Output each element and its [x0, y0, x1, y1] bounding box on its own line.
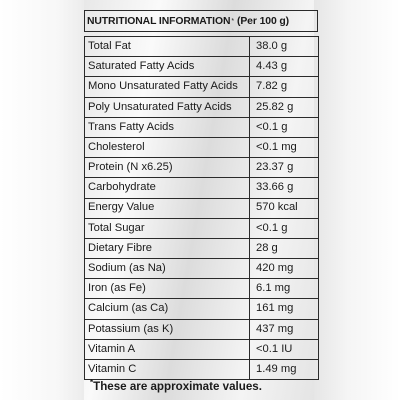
header-asterisk: *: [231, 17, 234, 25]
footnote-text: These are approximate values.: [93, 379, 262, 393]
nutrient-label: Vitamin A: [84, 338, 250, 361]
table-row: Total Fat 38.0 g: [84, 35, 319, 58]
nutrition-title: NUTRITIONAL INFORMATION: [87, 15, 231, 27]
table-row: Iron (as Fe) 6.1 mg: [84, 278, 319, 300]
table-row: Vitamin C 1.49 mg: [84, 358, 319, 381]
nutrient-label: Mono Unsaturated Fatty Acids: [84, 76, 250, 98]
nutrient-label: Total Fat: [84, 35, 250, 58]
nutrient-value: 420 mg: [249, 258, 319, 280]
nutrient-value: 23.37 g: [249, 157, 319, 179]
table-row: Saturated Fatty Acids 4.43 g: [84, 56, 319, 78]
nutrition-table: Total Fat 38.0 g Saturated Fatty Acids 4.4…: [84, 35, 319, 381]
table-row: Vitamin A <0.1 IU: [84, 338, 319, 361]
nutrient-label: Calcium (as Ca): [84, 298, 250, 320]
table-row: Carbohydrate 33.66 g: [84, 177, 319, 199]
nutrient-value: 33.66 g: [249, 177, 319, 199]
nutrient-label: Potassium (as K): [84, 318, 250, 340]
nutrient-label: Total Sugar: [84, 217, 250, 239]
nutrient-value: 1.49 mg: [249, 358, 319, 381]
table-row: Mono Unsaturated Fatty Acids 7.82 g: [84, 76, 319, 98]
package-background-left: [0, 0, 84, 400]
table-row: Energy Value 570 kcal: [84, 197, 319, 219]
nutrient-value: <0.1 g: [249, 116, 319, 138]
nutrient-value: 437 mg: [249, 318, 319, 340]
table-row: Sodium (as Na) 420 mg: [84, 258, 319, 280]
per-serving-label: (Per 100 g): [236, 15, 290, 27]
nutrient-label: Sodium (as Na): [84, 258, 250, 280]
nutrient-label: Dietary Fibre: [84, 237, 250, 260]
table-row: Poly Unsaturated Fatty Acids 25.82 g: [84, 96, 319, 118]
nutrient-value: 25.82 g: [249, 96, 319, 118]
nutrient-value: 161 mg: [249, 298, 319, 320]
nutrient-value: 4.43 g: [249, 56, 319, 78]
table-row: Calcium (as Ca) 161 mg: [84, 298, 319, 320]
nutrient-label: Carbohydrate: [84, 177, 250, 199]
nutrient-label: Trans Fatty Acids: [84, 116, 250, 138]
table-row: Cholesterol <0.1 mg: [84, 136, 319, 159]
nutrient-value: <0.1 IU: [249, 338, 319, 361]
approximate-values-footnote: *These are approximate values.: [90, 378, 262, 393]
nutrient-label: Saturated Fatty Acids: [84, 56, 250, 78]
nutrient-label: Cholesterol: [84, 136, 250, 159]
nutrient-value: <0.1 mg: [249, 136, 319, 159]
nutrient-value: 7.82 g: [249, 76, 319, 98]
table-row: Protein (N x6.25) 23.37 g: [84, 157, 319, 179]
nutrient-label: Vitamin C: [84, 358, 250, 381]
nutrient-value: 570 kcal: [249, 197, 319, 219]
nutrient-label: Poly Unsaturated Fatty Acids: [84, 96, 250, 118]
nutrient-label: Iron (as Fe): [84, 278, 250, 300]
nutrient-value: 6.1 mg: [249, 278, 319, 300]
table-row: Dietary Fibre 28 g: [84, 237, 319, 260]
table-row: Potassium (as K) 437 mg: [84, 318, 319, 340]
package-background-right: [314, 0, 400, 400]
footnote-asterisk: *: [90, 378, 94, 387]
nutrient-label: Protein (N x6.25): [84, 157, 250, 179]
nutrition-header: NUTRITIONAL INFORMATION * (Per 100 g): [84, 10, 318, 32]
nutrient-value: <0.1 g: [249, 217, 319, 239]
nutrition-panel: NUTRITIONAL INFORMATION * (Per 100 g) To…: [84, 10, 319, 395]
nutrient-value: 38.0 g: [249, 35, 319, 58]
table-row: Total Sugar <0.1 g: [84, 217, 319, 239]
nutrient-label: Energy Value: [84, 197, 250, 219]
table-row: Trans Fatty Acids <0.1 g: [84, 116, 319, 138]
nutrient-value: 28 g: [249, 237, 319, 260]
